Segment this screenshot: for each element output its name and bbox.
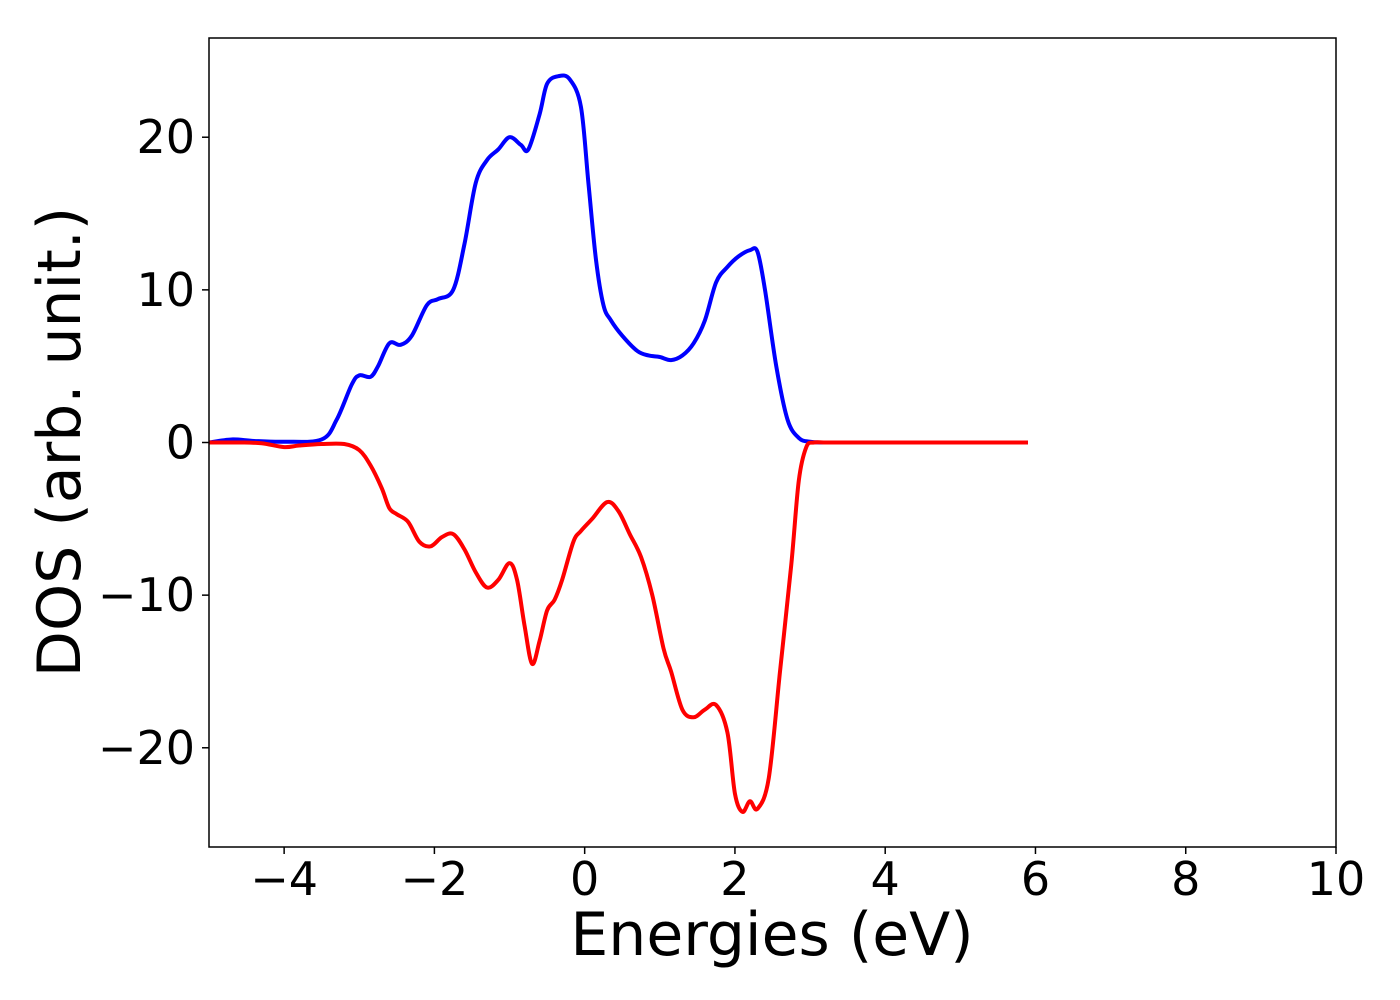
y-tick-label: 20 (136, 110, 195, 164)
x-tick-label: 10 (1307, 852, 1366, 906)
x-tick-label: 2 (720, 852, 749, 906)
x-axis-ticks: −4 −2 0 2 4 6 8 10 (250, 847, 1365, 906)
y-tick-label: −10 (98, 568, 195, 622)
x-axis-label: Energies (eV) (570, 900, 973, 970)
y-axis-label: DOS (arb. unit.) (25, 207, 95, 677)
y-axis-ticks: −20 −10 0 10 20 (98, 110, 209, 775)
x-tick-label: −2 (400, 852, 468, 906)
x-tick-label: 0 (570, 852, 599, 906)
series-layer (209, 73, 1028, 814)
x-tick-label: 4 (871, 852, 900, 906)
y-tick-label: 0 (166, 416, 195, 470)
y-tick-label: 10 (136, 263, 195, 317)
x-tick-label: 6 (1021, 852, 1050, 906)
x-tick-label: 8 (1171, 852, 1200, 906)
x-tick-label: −4 (250, 852, 318, 906)
series-line-red (209, 440, 1028, 814)
y-tick-label: −20 (98, 721, 195, 775)
series-line-blue (209, 73, 1028, 445)
